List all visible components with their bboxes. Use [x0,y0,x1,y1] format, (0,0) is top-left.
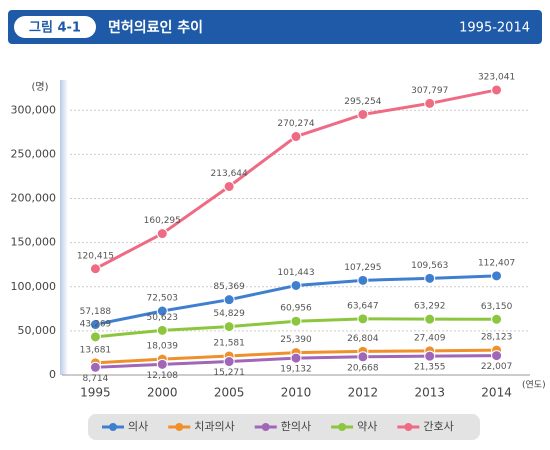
data-point [357,274,369,286]
value-label: 15,271 [213,368,245,378]
x-tick-label: 2013 [414,386,445,400]
value-label: 72,503 [147,294,179,304]
data-point [156,324,168,336]
value-label: 120,415 [77,251,114,261]
data-point [223,321,235,333]
legend-dot [338,423,347,431]
value-label: 63,150 [481,302,513,312]
chart-title: 면허의료인 추이 [108,19,203,36]
value-label: 101,443 [277,268,314,278]
value-label: 8,714 [83,374,109,384]
data-point [290,315,302,327]
header-badge [14,16,96,38]
figure-label: 그림 4-1 [29,21,81,36]
y-tick-label: 100,000 [11,280,57,293]
value-label: 19,132 [280,365,312,375]
data-point [89,263,101,275]
data-point [491,350,503,362]
data-point [491,270,503,282]
legend-dot [404,423,413,431]
header-bar [8,10,542,44]
value-label: 13,681 [80,345,112,355]
y-tick-label: 200,000 [11,192,57,205]
value-label: 26,804 [347,334,379,344]
chart-subtitle: 1995-2014 [459,21,530,36]
data-point [156,228,168,240]
data-point [156,305,168,317]
x-unit: (연도) [522,380,546,391]
data-point [223,294,235,306]
value-label: 54,829 [213,309,245,319]
y-tick-label: 50,000 [18,324,57,337]
data-point [290,131,302,143]
value-label: 112,407 [478,258,515,268]
value-label: 323,041 [478,72,515,82]
value-label: 18,039 [147,342,179,352]
value-label: 22,007 [481,362,513,372]
y-tick-label: 150,000 [11,236,57,249]
data-point [357,108,369,120]
value-label: 60,956 [280,304,312,314]
data-point [424,313,436,325]
y-tick-label: 250,000 [11,147,57,160]
data-point [424,97,436,109]
value-label: 28,123 [481,333,513,343]
x-tick-label: 2012 [348,386,379,400]
legend-dot [175,423,184,431]
value-label: 107,295 [344,263,381,273]
value-label: 25,390 [280,335,312,345]
data-point [89,361,101,373]
value-label: 20,668 [347,363,379,373]
x-tick-label: 2005 [214,386,245,400]
legend-label: 간호사 [423,420,453,433]
value-label: 270,274 [277,119,314,129]
data-point [89,331,101,343]
legend-label: 의사 [128,420,148,433]
value-label: 12,108 [147,371,179,381]
value-label: 213,644 [211,169,248,179]
y-unit: (명) [31,81,48,93]
value-label: 21,355 [414,363,446,373]
legend-label: 한의사 [281,420,311,433]
legend-label: 치과의사 [194,420,234,433]
data-point [491,313,503,325]
data-point [290,352,302,364]
value-label: 85,369 [213,282,245,292]
data-point [491,84,503,96]
value-label: 43,269 [80,319,112,329]
data-point [424,272,436,284]
value-label: 21,581 [213,338,245,348]
y-tick-label: 300,000 [11,103,57,116]
value-label: 27,409 [414,333,446,343]
data-point [223,180,235,192]
x-tick-label: 2014 [481,386,512,400]
value-label: 50,623 [147,313,179,323]
legend-dot [261,423,270,431]
legend-dot [109,423,117,431]
value-label: 307,797 [411,86,448,96]
data-point [357,351,369,363]
x-tick-label: 1995 [80,386,111,400]
x-tick-label: 2010 [281,386,312,400]
data-point [223,356,235,368]
data-point [424,350,436,362]
value-label: 160,295 [144,216,181,226]
data-point [290,279,302,291]
x-tick-label: 2000 [147,386,178,400]
data-point [89,319,101,331]
data-point [156,358,168,370]
value-label: 295,254 [344,97,381,107]
value-label: 63,647 [347,301,379,311]
side-wall [60,80,68,375]
value-label: 57,188 [80,307,112,317]
series-line [94,88,497,271]
legend-label: 약사 [357,419,377,433]
data-point [357,313,369,325]
value-label: 109,563 [411,261,448,271]
legend-box [88,414,480,440]
y-tick-label: 0 [49,368,56,381]
value-label: 63,292 [414,302,446,312]
